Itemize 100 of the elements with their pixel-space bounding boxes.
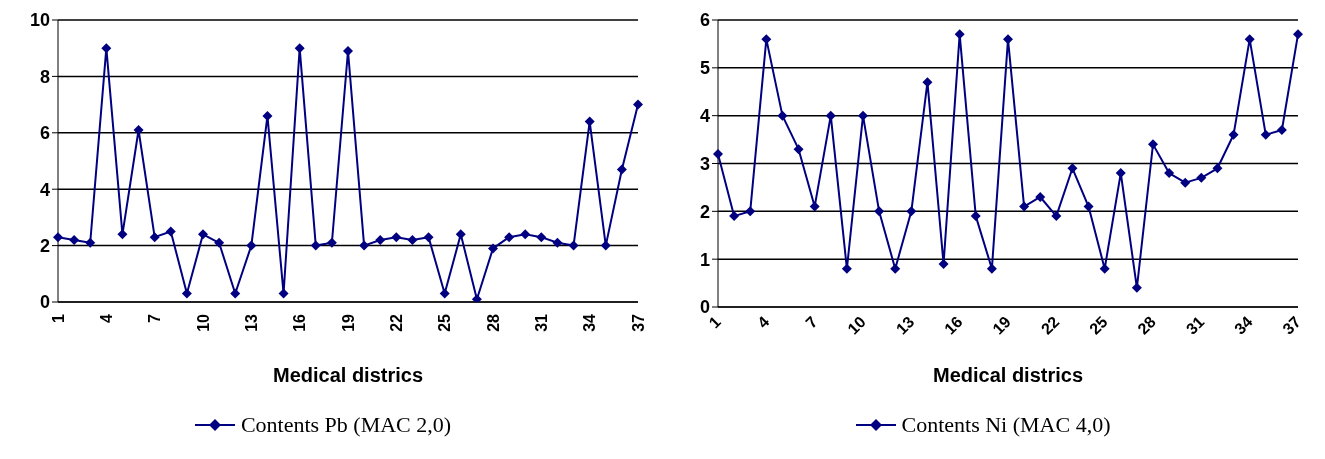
point xyxy=(954,29,965,40)
x-tick-label: 7 xyxy=(146,313,164,323)
y-tick-label: 3 xyxy=(699,153,710,174)
y-tick-label: 2 xyxy=(39,235,50,256)
point xyxy=(1196,172,1207,183)
point xyxy=(53,232,63,243)
point xyxy=(149,232,160,243)
point xyxy=(455,229,466,240)
x-tick-label: 25 xyxy=(436,313,454,332)
x-tick-label: 10 xyxy=(194,313,212,332)
point xyxy=(214,237,225,248)
point xyxy=(713,148,723,159)
point xyxy=(471,294,482,302)
x-tick-label: 28 xyxy=(484,313,502,332)
point xyxy=(1083,201,1094,212)
point xyxy=(858,110,868,121)
point xyxy=(69,234,80,245)
y-tick-label: 4 xyxy=(39,179,50,200)
point xyxy=(1228,129,1239,140)
x-axis-title: Medical districs xyxy=(272,364,424,386)
point xyxy=(600,240,611,251)
point xyxy=(1180,177,1191,188)
point xyxy=(584,116,595,127)
y-tick-label: 0 xyxy=(699,297,710,318)
point xyxy=(1051,211,1062,222)
x-tick-label: 37 xyxy=(1279,312,1305,338)
x-tick-label: 37 xyxy=(629,313,647,332)
point xyxy=(165,226,176,237)
x-tick-label: 31 xyxy=(532,313,550,332)
point xyxy=(970,211,981,222)
y-tick-label: 0 xyxy=(39,292,50,313)
point xyxy=(439,288,450,299)
y-tick-label: 1 xyxy=(699,249,710,270)
point xyxy=(294,43,305,54)
point xyxy=(825,110,836,121)
point xyxy=(922,77,933,88)
point xyxy=(488,243,498,254)
point xyxy=(1067,163,1078,174)
y-tick-label: 4 xyxy=(699,106,710,127)
point xyxy=(85,237,96,248)
x-tick-label: 31 xyxy=(1182,312,1208,338)
point xyxy=(504,232,515,243)
x-tick-label: 1 xyxy=(49,313,67,323)
x-axis-title: Medical districs xyxy=(932,364,1084,386)
point xyxy=(777,110,788,121)
x-tick-label: 4 xyxy=(97,313,115,323)
point xyxy=(310,240,321,251)
point xyxy=(729,211,740,222)
y-tick-label: 6 xyxy=(699,10,710,31)
point xyxy=(198,229,208,240)
point xyxy=(809,201,820,212)
point xyxy=(616,164,627,175)
y-tick-label: 2 xyxy=(699,201,710,222)
point xyxy=(359,240,370,251)
x-tick-label: 10 xyxy=(844,312,870,338)
y-tick-label: 8 xyxy=(39,66,50,87)
point xyxy=(1260,129,1271,140)
point xyxy=(278,288,289,299)
x-tick-label: 22 xyxy=(387,313,405,332)
point xyxy=(1148,139,1158,150)
point xyxy=(1293,29,1303,40)
point xyxy=(230,288,241,299)
point xyxy=(101,43,112,54)
x-tick-label: 22 xyxy=(1037,312,1063,338)
point xyxy=(246,240,257,251)
x-tick-label: 19 xyxy=(339,313,357,332)
point xyxy=(133,124,144,135)
y-tick-label: 5 xyxy=(699,58,710,79)
legend-label: Contents Ni (MAC 4,0) xyxy=(901,412,1111,438)
x-tick-label: 4 xyxy=(754,312,773,332)
x-tick-label: 13 xyxy=(242,313,260,332)
point xyxy=(633,99,643,110)
x-tick-label: 19 xyxy=(989,312,1015,338)
point xyxy=(520,229,531,240)
point xyxy=(793,144,804,155)
point xyxy=(1276,125,1287,136)
point xyxy=(745,206,756,217)
x-tick-label: 28 xyxy=(1134,312,1160,338)
x-tick-label: 25 xyxy=(1086,312,1111,338)
point xyxy=(906,206,917,217)
point xyxy=(874,206,885,217)
x-tick-label: 16 xyxy=(291,313,309,332)
point xyxy=(841,263,852,274)
x-tick-label: 13 xyxy=(892,312,918,338)
point xyxy=(890,263,901,274)
point xyxy=(1019,201,1030,212)
point xyxy=(181,288,192,299)
point xyxy=(1164,168,1175,179)
point xyxy=(326,237,337,248)
point xyxy=(117,229,128,240)
y-tick-label: 6 xyxy=(39,123,50,144)
point xyxy=(1212,163,1223,174)
point xyxy=(536,232,547,243)
point xyxy=(375,234,386,245)
point xyxy=(423,232,434,243)
x-tick-label: 34 xyxy=(581,313,599,332)
x-tick-label: 34 xyxy=(1231,312,1256,338)
point xyxy=(568,240,579,251)
x-tick-label: 7 xyxy=(802,312,821,332)
point xyxy=(407,234,418,245)
